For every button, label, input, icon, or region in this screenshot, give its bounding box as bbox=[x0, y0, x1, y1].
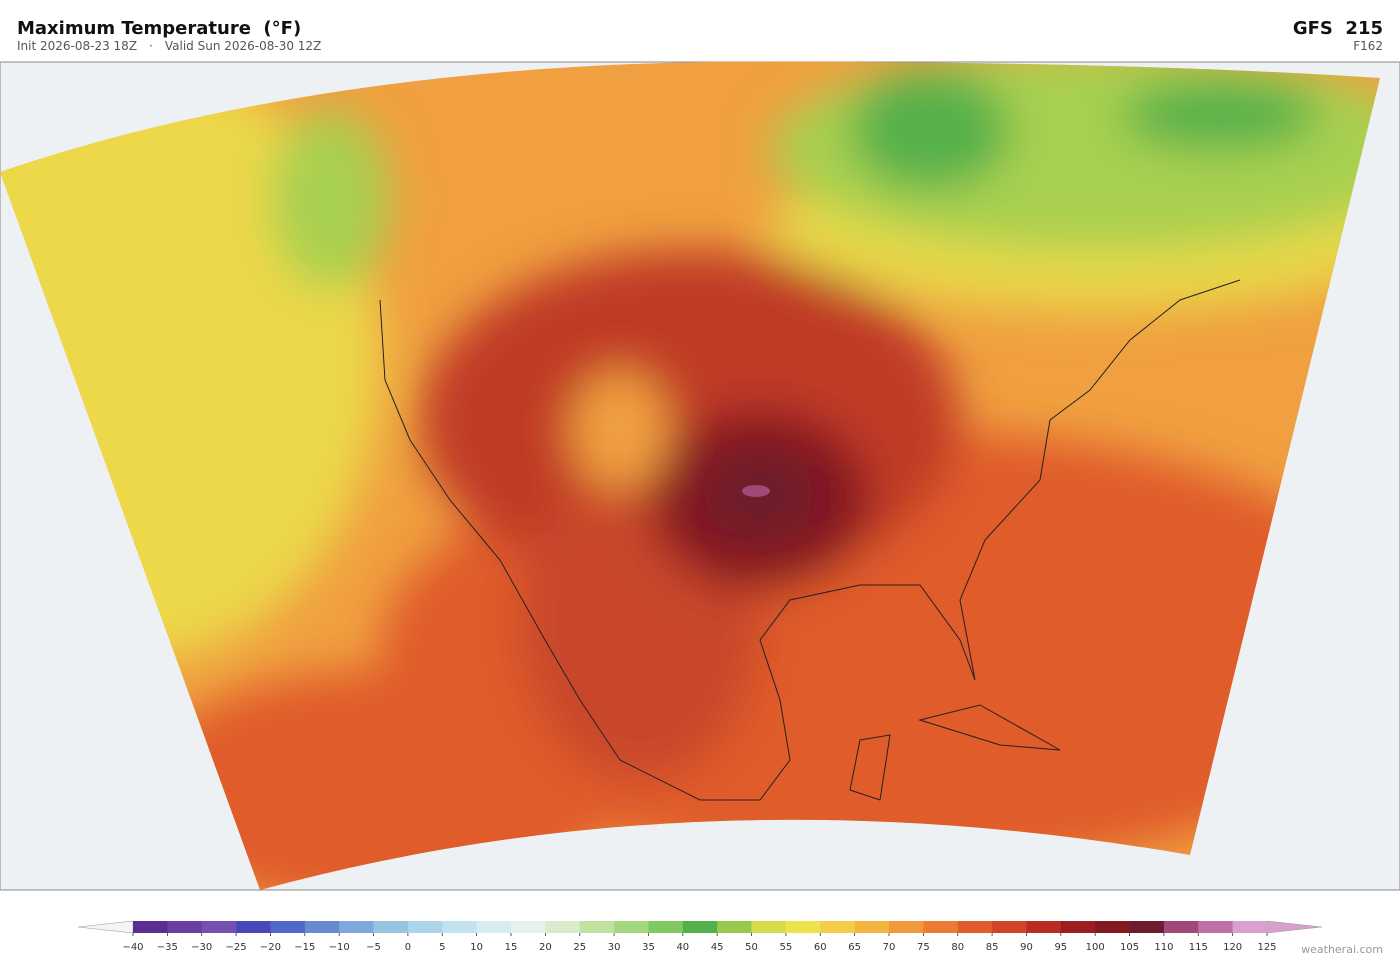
credit: weatherai.com bbox=[1301, 943, 1383, 956]
colorbar-tick-label: 35 bbox=[642, 942, 655, 953]
colorbar-segment bbox=[373, 921, 409, 933]
coastlines bbox=[379, 279, 1241, 801]
colorbar-tick-label: 95 bbox=[1054, 942, 1067, 953]
colorbar-segment bbox=[270, 921, 306, 933]
colorbar-segment bbox=[717, 921, 752, 933]
colorbar-tick-label: −5 bbox=[366, 942, 381, 953]
colorbar-tick-label: 5 bbox=[439, 942, 445, 953]
colorbar-segment bbox=[751, 921, 787, 933]
colorbar-segment bbox=[889, 921, 924, 933]
subtitle: Init 2026-08-23 18Z · Valid Sun 2026-08-30… bbox=[17, 39, 321, 53]
title: Maximum Temperature (°F) bbox=[17, 18, 301, 39]
colorbar-segment bbox=[820, 921, 855, 933]
colorbar-tick-label: 45 bbox=[711, 942, 724, 953]
colorbar-segment bbox=[1232, 921, 1268, 933]
colorbar-segment bbox=[511, 921, 546, 933]
colorbar-tick-label: 70 bbox=[883, 942, 896, 953]
separator: · bbox=[149, 39, 153, 53]
colorbar-segment bbox=[579, 921, 615, 933]
colorbar-tick-label: −35 bbox=[157, 942, 178, 953]
colorbar-tick-label: −20 bbox=[260, 942, 281, 953]
colorbar-segment bbox=[442, 921, 477, 933]
colorbar-segment bbox=[201, 921, 237, 933]
colorbar-tick-label: 25 bbox=[573, 942, 586, 953]
colorbar-segment bbox=[407, 921, 443, 933]
colorbar-segment bbox=[648, 921, 684, 933]
colorbar-tick-label: 110 bbox=[1154, 942, 1173, 953]
colorbar-tick-label: 115 bbox=[1189, 942, 1208, 953]
colorbar-segment bbox=[476, 921, 512, 933]
colorbar-tick-label: 55 bbox=[780, 942, 793, 953]
valid: Valid Sun 2026-08-30 12Z bbox=[165, 39, 321, 53]
colorbar-tick-label: 105 bbox=[1120, 942, 1139, 953]
colorbar-tick-label: 15 bbox=[505, 942, 518, 953]
colorbar: −40 −35 −30 −25 −20 −15 −10 −5 0 5 10 15 20 25 30 35 40 4… bbox=[77, 920, 1323, 953]
forecast-hour: F162 bbox=[1353, 39, 1383, 53]
colorbar-tick-label: 10 bbox=[470, 942, 483, 953]
colorbar-tick-label: 60 bbox=[814, 942, 827, 953]
colorbar-tick-label: −10 bbox=[329, 942, 350, 953]
colorbar-tick-label: 75 bbox=[917, 942, 930, 953]
colorbar-segment bbox=[1060, 921, 1096, 933]
colorbar-segment bbox=[1129, 921, 1165, 933]
init: Init 2026-08-23 18Z bbox=[17, 39, 137, 53]
colorbar-tick-label: 40 bbox=[676, 942, 689, 953]
colorbar-segment bbox=[614, 921, 649, 933]
colorbar-tick-label: 85 bbox=[986, 942, 999, 953]
colorbar-under bbox=[77, 920, 134, 934]
colorbar-tick-label: 120 bbox=[1223, 942, 1242, 953]
colorbar-tick-label: 100 bbox=[1086, 942, 1105, 953]
colorbar-segment bbox=[923, 921, 959, 933]
colorbar-tick-label: 125 bbox=[1257, 942, 1276, 953]
colorbar-tick-label: 20 bbox=[539, 942, 552, 953]
colorbar-segment bbox=[1163, 921, 1199, 933]
colorbar-segment bbox=[1026, 921, 1062, 933]
colorbar-segment bbox=[957, 921, 993, 933]
colorbar-tick-label: −15 bbox=[294, 942, 315, 953]
colorbar-tick-label: 80 bbox=[951, 942, 964, 953]
colorbar-tick-label: 30 bbox=[608, 942, 621, 953]
model: GFS 215 bbox=[1293, 18, 1383, 39]
colorbar-tick-label: −25 bbox=[226, 942, 247, 953]
colorbar-tick-label: 0 bbox=[405, 942, 411, 953]
colorbar-segment bbox=[992, 921, 1027, 933]
colorbar-segment bbox=[682, 921, 718, 933]
colorbar-segment bbox=[339, 921, 374, 933]
colorbar-segment bbox=[167, 921, 203, 933]
colorbar-segment bbox=[785, 921, 821, 933]
colorbar-tick-label: 90 bbox=[1020, 942, 1033, 953]
colorbar-tick-label: 50 bbox=[745, 942, 758, 953]
colorbar-segment bbox=[236, 921, 271, 933]
map bbox=[0, 61, 1400, 891]
colorbar-segment bbox=[1095, 921, 1130, 933]
colorbar-tick-label: −40 bbox=[122, 942, 143, 953]
colorbar-segment bbox=[133, 921, 168, 933]
colorbar-segment bbox=[1198, 921, 1233, 933]
colorbar-over bbox=[1266, 920, 1323, 934]
colorbar-tick-label: −30 bbox=[191, 942, 212, 953]
colorbar-tick-label: 65 bbox=[848, 942, 861, 953]
colorbar-segment bbox=[304, 921, 340, 933]
colorbar-segment bbox=[545, 921, 581, 933]
colorbar-segment bbox=[854, 921, 890, 933]
